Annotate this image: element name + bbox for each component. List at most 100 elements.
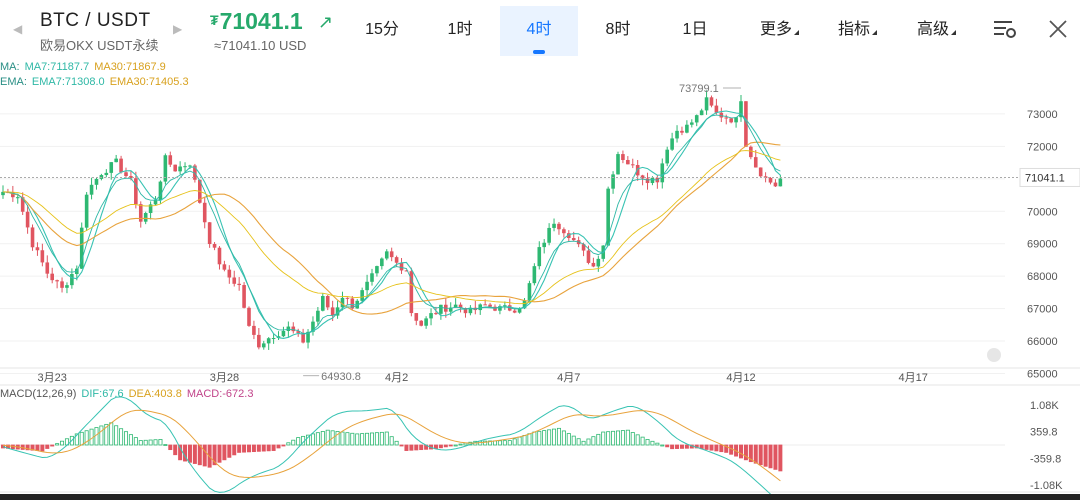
candle-down (635, 165, 640, 176)
tab-15m[interactable]: 15分 (365, 21, 399, 38)
macd-histogram-bar (483, 440, 488, 446)
candle-up (153, 200, 158, 205)
macd-histogram-bar (276, 444, 281, 449)
macd-histogram-bar (463, 442, 468, 446)
ema7-value: EMA7:71308.0 (31, 76, 105, 88)
candle-down (414, 313, 419, 321)
candle-up (532, 266, 537, 284)
macd-histogram-bar (187, 444, 192, 463)
macd-histogram-bar (89, 428, 94, 446)
candle-up (448, 307, 453, 312)
macd-histogram-bar (443, 444, 448, 448)
tab-8h[interactable]: 8时 (605, 21, 631, 38)
macd-histogram-bar (158, 439, 163, 446)
candle-down (11, 192, 15, 198)
tether-symbol: ₮ (210, 12, 219, 28)
indicators-label: 指标 (838, 21, 871, 38)
macd-histogram-bar (173, 444, 178, 456)
ma7-line (2, 110, 781, 339)
macd-prefix: MACD(12,26,9) (0, 388, 77, 400)
pair-title[interactable]: BTC / USDT (40, 10, 151, 31)
candle-up (498, 306, 502, 311)
macd-histogram-bar (320, 431, 325, 446)
macd-histogram-bar (645, 439, 650, 446)
candle-down (193, 165, 197, 180)
advanced-menu[interactable]: 高级 (917, 6, 957, 56)
close-icon[interactable] (1045, 16, 1071, 42)
candle-down (202, 202, 207, 223)
dif-value: DIF:67.6 (81, 388, 124, 400)
macd-histogram-bar (217, 444, 222, 463)
macd-histogram-bar (768, 444, 773, 469)
advanced-label: 高级 (917, 21, 950, 38)
candle-down (744, 101, 748, 147)
candle-up (188, 165, 192, 167)
macd-histogram-bar (778, 444, 783, 472)
candle-up (79, 227, 84, 269)
candle-down (714, 105, 719, 113)
macd-histogram-bar (650, 440, 655, 446)
chart-settings-icon[interactable] (992, 16, 1018, 42)
macd-histogram-bar (675, 444, 680, 449)
candle-down (749, 146, 753, 158)
candle-down (55, 280, 59, 282)
candle-up (1, 191, 5, 196)
current-price-tag (1019, 167, 1080, 187)
tab-1h[interactable]: 1时 (447, 21, 473, 38)
macd-histogram-bar (753, 444, 758, 464)
candle-up (281, 330, 286, 337)
candle-up (109, 162, 114, 173)
tab-1d[interactable]: 1日 (682, 21, 708, 38)
macd-histogram-bar (133, 437, 138, 446)
prev-pair-arrow-icon[interactable]: ◀ (13, 22, 23, 36)
exchange-subtitle: 欧易OKX USDT永续 (40, 38, 159, 53)
macd-histogram-bar (497, 440, 502, 446)
tab-4h[interactable]: 4时 (500, 6, 578, 56)
macd-histogram-bar (635, 434, 640, 446)
next-pair-arrow-icon[interactable]: ▶ (173, 22, 183, 36)
candle-up (183, 166, 187, 168)
candle-down (207, 222, 212, 245)
macd-histogram-bar (246, 444, 251, 453)
macd-histogram-bar (571, 435, 576, 446)
candle-down (45, 262, 50, 274)
ema7-line (2, 112, 781, 334)
candle-up (261, 343, 266, 348)
candle-down (399, 262, 404, 271)
macd-histogram-bar (168, 444, 173, 451)
candle-up (685, 124, 689, 133)
macd-histogram-bar (748, 444, 753, 463)
candle-up (158, 181, 163, 201)
macd-histogram-bar (630, 432, 635, 446)
macd-histogram-bar (340, 431, 345, 446)
time-axis-tick-label: 4月12 (726, 372, 755, 384)
macd-histogram-bar (355, 433, 360, 446)
macd-histogram-bar (84, 430, 89, 446)
candle-up (89, 184, 94, 195)
macd-histogram-bar (325, 429, 330, 446)
macd-histogram-bar (138, 440, 143, 446)
candle-down (630, 164, 635, 166)
candle-down (409, 271, 414, 314)
macd-histogram-bar (266, 444, 271, 452)
candle-down (586, 250, 591, 263)
macd-dea-line (2, 409, 781, 482)
price-axis-tick-label: 70000 (1027, 206, 1058, 218)
macd-histogram-bar (202, 444, 207, 467)
indicators-dropdown-icon (872, 30, 878, 35)
candles-group (1, 90, 783, 350)
price-axis-tick-label: 67000 (1027, 304, 1058, 316)
macd-histogram-bar (616, 430, 621, 446)
indicators-menu[interactable]: 指标 (838, 6, 878, 56)
candle-up (429, 313, 433, 319)
candle-up (15, 197, 20, 199)
candle-up (552, 223, 556, 228)
candle-up (650, 177, 655, 184)
candle-down (562, 229, 566, 234)
macd-histogram-bar (119, 428, 124, 446)
candle-up (148, 204, 153, 214)
macd-histogram-bar (758, 444, 763, 466)
more-menu[interactable]: 更多 (760, 6, 800, 56)
candle-down (567, 233, 571, 239)
